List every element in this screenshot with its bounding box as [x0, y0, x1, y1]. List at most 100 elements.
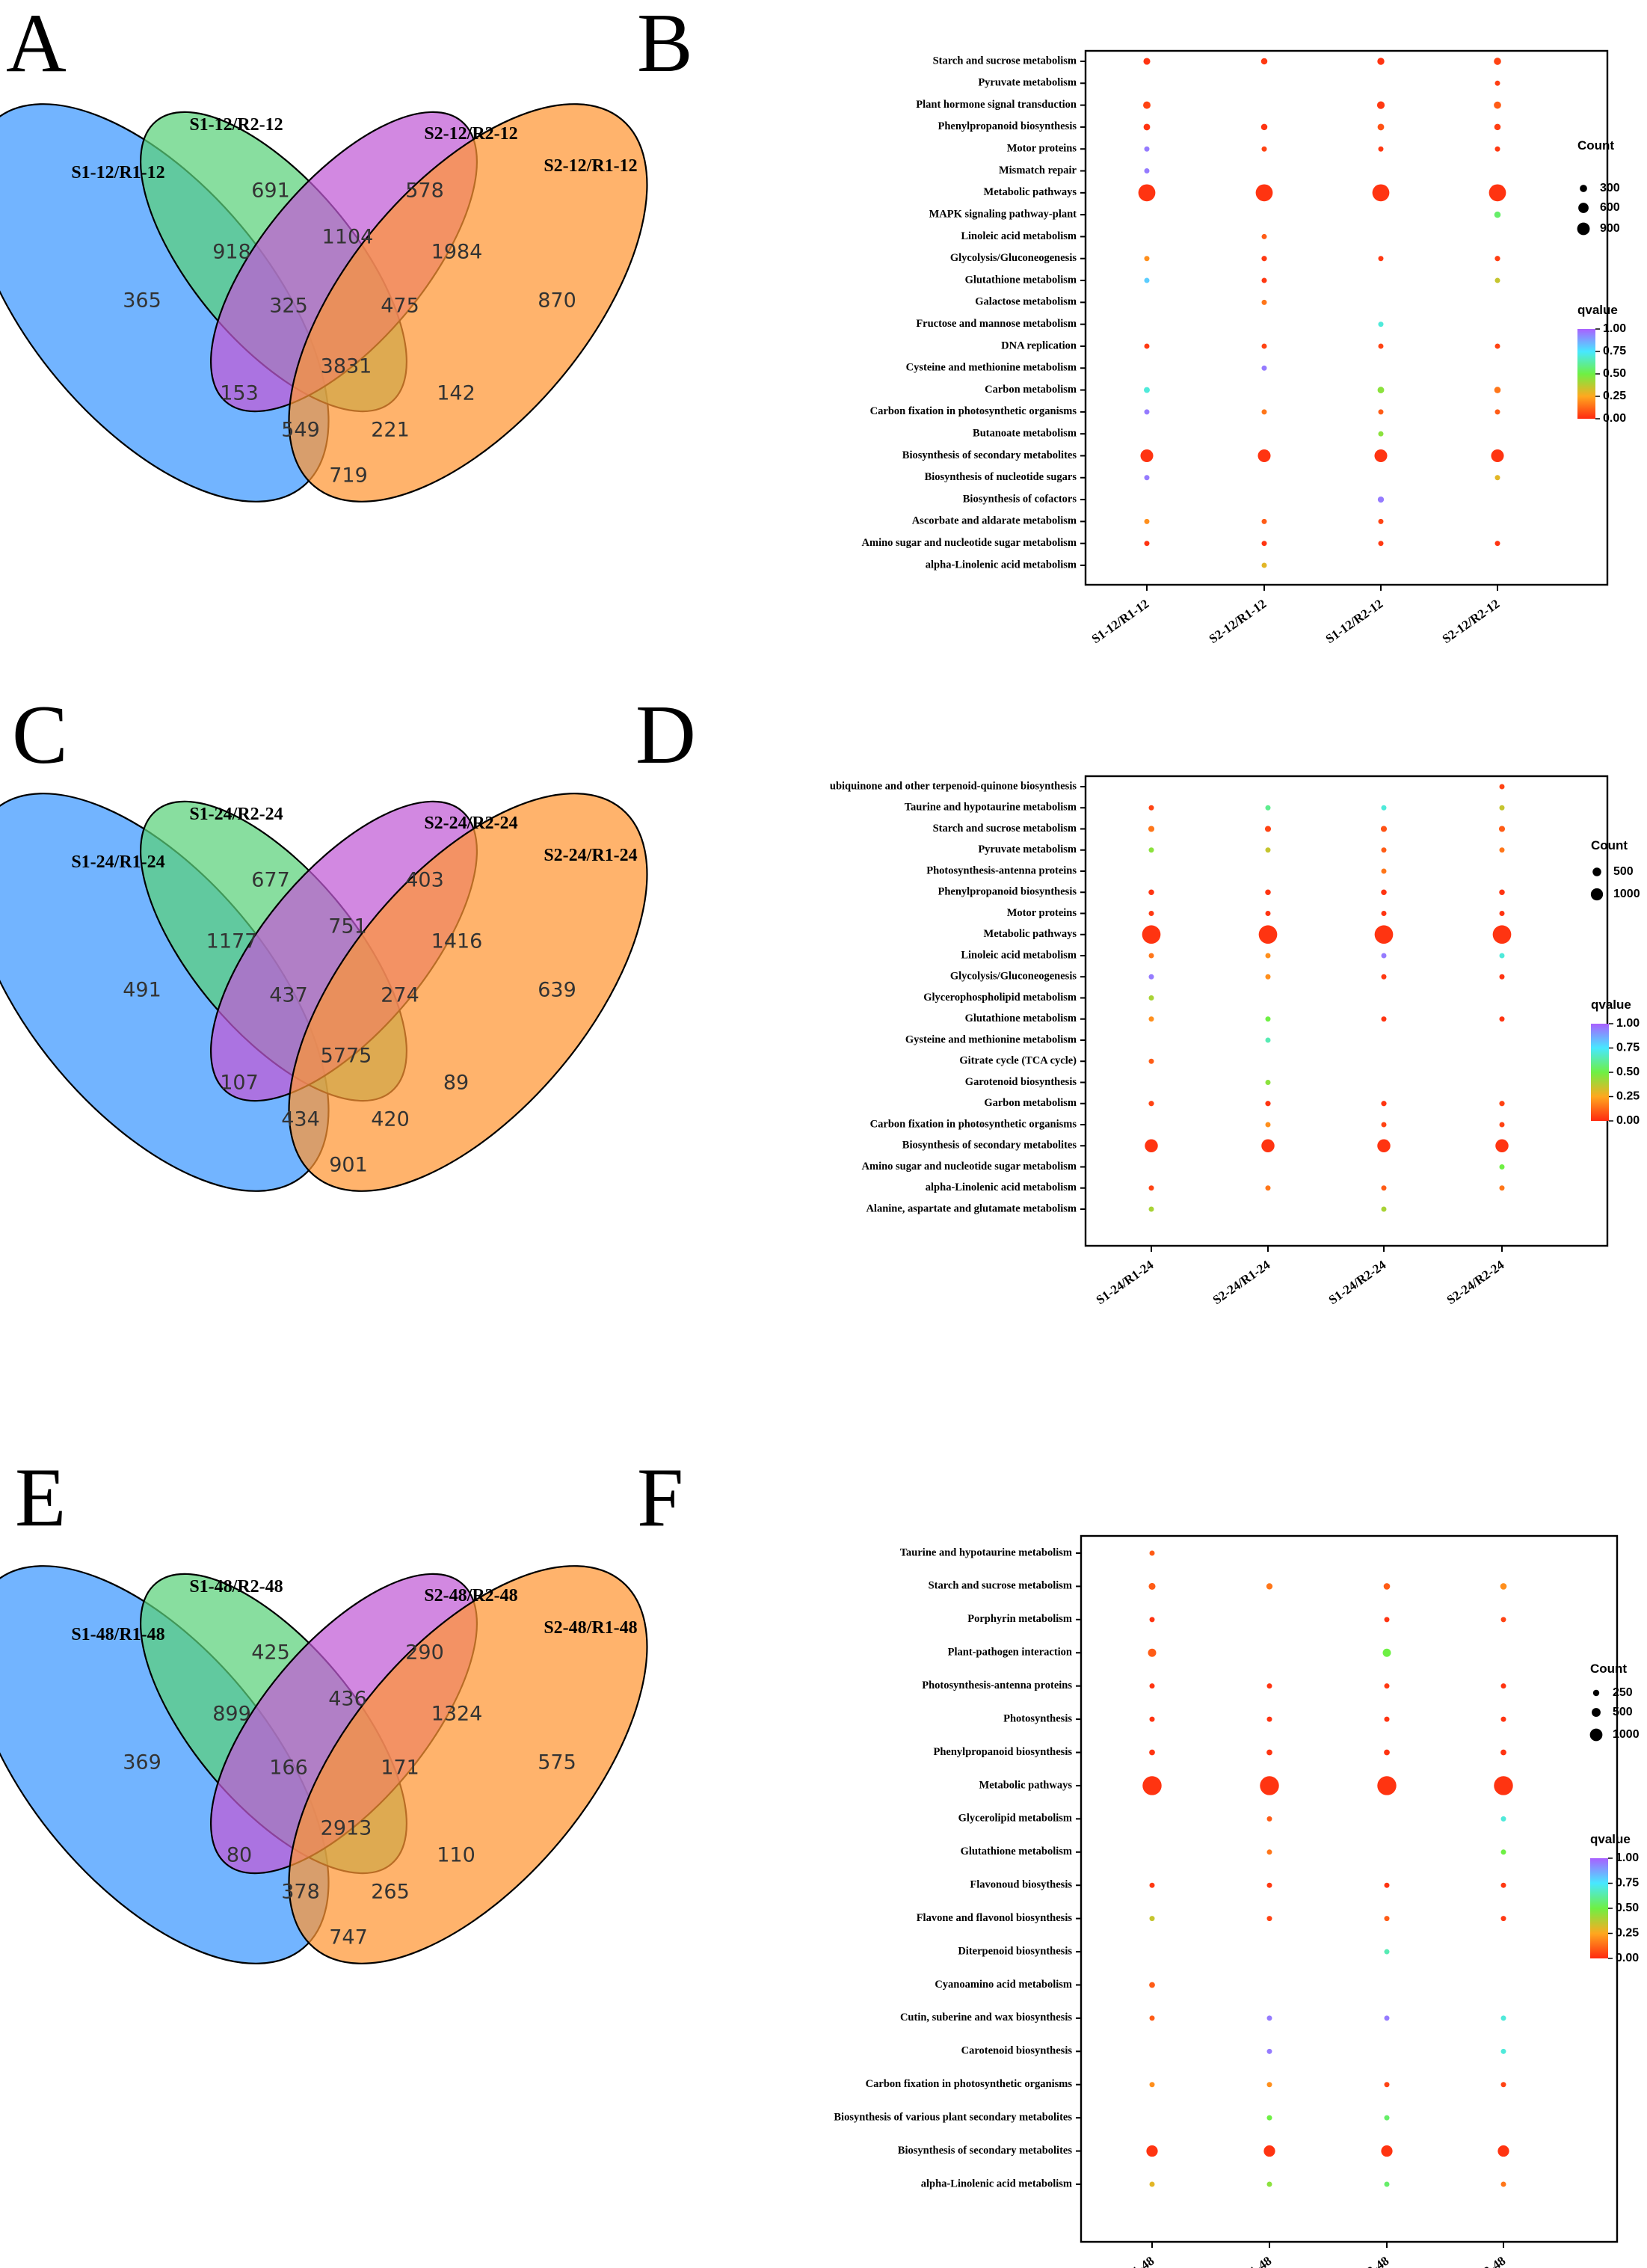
bubble-point — [1260, 1776, 1279, 1795]
plot-frame — [1084, 49, 1609, 586]
bubble-point — [1260, 58, 1268, 65]
venn-diagram-c: 491 677 403 639 1177 751 1416 901 107 89 437 274 434… — [0, 793, 648, 1192]
bubble-point — [1149, 2015, 1155, 2021]
venn-set-ellipse — [288, 1565, 648, 1964]
bubble-point — [1266, 1683, 1272, 1689]
bubble-point — [1377, 123, 1385, 131]
bubble-point — [1144, 168, 1150, 174]
bubble-point — [1148, 953, 1154, 959]
x-tick-label: S2-12/R2-12 — [1440, 597, 1503, 646]
bubble-point — [1384, 2181, 1390, 2187]
bubble-point — [1499, 974, 1505, 980]
venn-region-count: 691 — [251, 179, 290, 203]
bubble-point — [1381, 847, 1387, 853]
bubble-point — [1265, 1185, 1271, 1191]
bubble-point — [1261, 146, 1267, 152]
qvalue-tick-label: 0.00 — [1603, 412, 1626, 425]
bubble-point — [1261, 562, 1267, 568]
bubble-point — [1258, 925, 1278, 944]
qvalue-tick-label: 0.75 — [1616, 1877, 1639, 1890]
pathway-label: Flavonoud biosythesis — [970, 1879, 1072, 1891]
pathway-label: Biosynthesis of secondary metabolites — [898, 2145, 1073, 2157]
bubble-point — [1499, 1101, 1505, 1107]
count-legend-title: Count — [1590, 1662, 1627, 1676]
venn-region-count: 491 — [123, 979, 161, 1002]
qvalue-tick-label: 0.25 — [1603, 390, 1626, 402]
venn-region-count: 639 — [538, 979, 576, 1002]
bubble-point — [1499, 784, 1505, 790]
bubble-point — [1266, 1916, 1272, 1922]
pathway-label: Porphyrin metabolism — [967, 1613, 1072, 1625]
pathway-label: Biosynthesis of cofactors — [963, 493, 1077, 505]
bubble-point — [1261, 256, 1267, 262]
bubble-point — [1384, 2115, 1390, 2121]
bubble-point — [1264, 826, 1272, 832]
pathway-label: Starch and sucrose metabolism — [933, 823, 1077, 835]
x-tick-label: S1-24/R2-24 — [1326, 1257, 1389, 1307]
bubble-point — [1384, 1683, 1390, 1689]
bubble-point — [1381, 953, 1387, 959]
x-tick-label: S2-12/R1-12 — [1207, 597, 1269, 646]
bubble-point — [1144, 387, 1150, 393]
pathway-label: Photosynthesis-antenna proteins — [922, 1680, 1072, 1691]
bubble-point — [1381, 974, 1387, 980]
venn-set-label: S2-24/R2-24 — [424, 814, 517, 833]
bubble-point — [1144, 277, 1150, 283]
count-legend-dot — [1577, 222, 1590, 236]
bubble-point — [1144, 256, 1150, 262]
bubble-point — [1492, 925, 1512, 944]
plot-frame — [1084, 775, 1609, 1247]
bubble-point — [1384, 1949, 1390, 1955]
bubble-point — [1266, 2015, 1272, 2021]
pathway-label: Biosynthesis of various plant secondary … — [834, 2111, 1072, 2123]
bubble-point — [1499, 889, 1505, 896]
pathway-label: Plant-pathogen interaction — [948, 1647, 1072, 1659]
bubble-point — [1265, 1122, 1271, 1128]
bubble-point — [1149, 2181, 1155, 2187]
qvalue-tick-label: 0.50 — [1616, 1066, 1640, 1078]
venn-region-count: 171 — [381, 1757, 419, 1780]
bubble-point — [1383, 1583, 1391, 1590]
pathway-label: Plant hormone signal transduction — [916, 99, 1077, 111]
pathway-label: Metabolic pathways — [979, 1779, 1073, 1791]
bubble-point — [1149, 2082, 1155, 2088]
bubble-point — [1378, 541, 1384, 547]
venn-set-label: S2-48/R2-48 — [424, 1586, 517, 1605]
bubble-point — [1144, 146, 1150, 152]
count-legend-dot — [1590, 888, 1604, 901]
bubble-point — [1500, 2048, 1506, 2054]
count-legend-title: Count — [1577, 138, 1614, 153]
bubble-point — [1378, 146, 1384, 152]
bubble-point — [1266, 1583, 1273, 1590]
pathway-label: Glutathione metabolism — [965, 1012, 1077, 1024]
venn-region-count: 166 — [269, 1757, 308, 1780]
bubble-point — [1265, 1037, 1271, 1043]
pathway-label: Glycolysis/Gluconeogenesis — [950, 252, 1077, 264]
bubble-point — [1378, 431, 1384, 437]
bubble-point — [1376, 101, 1385, 109]
bubble-point — [1499, 847, 1505, 853]
pathway-label: Pyruvate metabolism — [978, 77, 1077, 89]
pathway-label: Mismatch repair — [999, 165, 1077, 176]
pathway-label: Cyanoamino acid metabolism — [935, 1979, 1072, 1991]
venn-set-label: S2-48/R1-48 — [544, 1618, 637, 1638]
bubble-point — [1494, 211, 1501, 218]
pathway-label: Fructose and mannose metabolism — [916, 318, 1077, 330]
pathway-label: Linoleic acid metabolism — [961, 230, 1077, 242]
bubble-point — [1265, 805, 1271, 811]
pathway-label: Carotenoid biosynthesis — [961, 2045, 1073, 2057]
bubble-point — [1384, 1882, 1390, 1888]
venn-region-count: 677 — [251, 869, 290, 892]
pathway-label: Linoleic acid metabolism — [961, 949, 1077, 961]
bubble-point — [1498, 826, 1506, 832]
pathway-label: Glycerophospholipid metabolism — [923, 992, 1077, 1004]
bubble-point — [1377, 58, 1385, 65]
venn-region-count: 325 — [269, 295, 308, 318]
count-legend-value: 300 — [1600, 182, 1620, 194]
pathway-label: Phenylpropanoid biosynthesis — [934, 1746, 1073, 1758]
bubble-point — [1148, 1058, 1154, 1064]
bubble-point — [1265, 1101, 1271, 1107]
pathway-label: Phenylpropanoid biosynthesis — [938, 886, 1077, 898]
x-tick-label: S1-24/R1-24 — [1094, 1257, 1157, 1307]
venn-region-count: 870 — [538, 289, 576, 313]
